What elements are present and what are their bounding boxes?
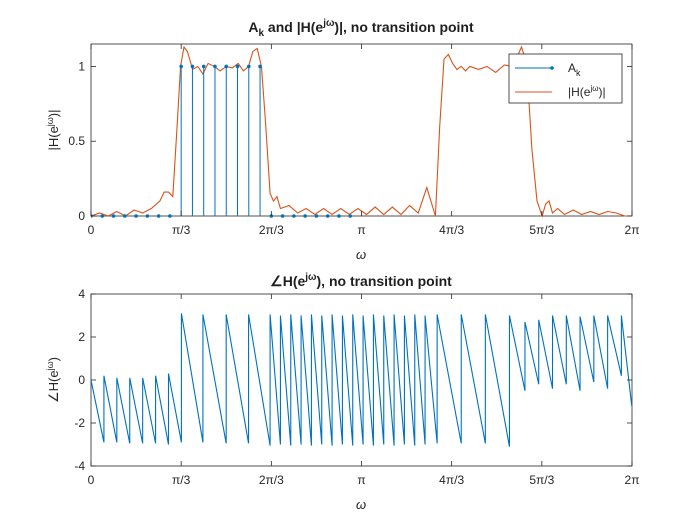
magnitude-ticks: 0 π/3 2π/3 π 4π/3 5π/3 2π 0 0.5 1	[68, 44, 639, 237]
stem-marker	[224, 64, 229, 69]
x-tick-label: 0	[88, 223, 95, 237]
stem-marker	[201, 64, 206, 69]
phase-ticks: 0 π/3 2π/3 π 4π/3 5π/3 2π -4 -2 0 2 4	[74, 287, 639, 487]
stem-marker	[134, 214, 138, 218]
stem-marker	[280, 214, 285, 218]
stem-marker	[337, 214, 341, 218]
stem-marker	[168, 214, 172, 218]
stem-marker	[123, 214, 127, 218]
plot-clip-group	[91, 313, 632, 447]
legend-ak-marker	[550, 66, 554, 70]
x-tick-label: π	[357, 223, 365, 237]
y-tick-label: 2	[78, 330, 85, 344]
magnitude-axes: Ak and |H(ejω)|, no transition point 0 π/…	[45, 18, 639, 262]
stem-marker	[325, 214, 330, 218]
x-tick-label: 2π/3	[259, 473, 284, 487]
x-tick-label: 4π/3	[439, 223, 464, 237]
y-tick-label: -2	[74, 416, 85, 430]
phase-axes: ∠H(ejω), no transition point 0 π/3 2π/3 π 4π…	[45, 272, 639, 512]
x-tick-label: 4π/3	[439, 473, 464, 487]
phase-data-marks	[91, 313, 632, 447]
x-tick-label: 2π/3	[259, 223, 284, 237]
x-tick-label: π/3	[172, 473, 191, 487]
series-line	[91, 313, 632, 447]
magnitude-data-marks	[91, 45, 632, 218]
y-tick-label: -4	[74, 459, 85, 473]
legend-box	[508, 53, 623, 104]
y-tick-label: 4	[78, 287, 85, 301]
plot-clip-group	[91, 45, 632, 218]
x-tick-label: 0	[88, 473, 95, 487]
series-line	[91, 45, 632, 218]
stem-marker	[179, 64, 183, 69]
stem-marker	[303, 214, 307, 218]
x-tick-label: 2π	[625, 473, 640, 487]
stem-marker	[235, 64, 240, 69]
stem-marker	[145, 214, 150, 218]
stem-marker	[156, 214, 161, 218]
x-tick-label: 2π	[625, 223, 640, 237]
stem-marker	[314, 214, 319, 218]
legend-ak-label: Ak	[568, 61, 581, 78]
x-tick-label: 5π/3	[529, 473, 554, 487]
phase-title: ∠H(ejω), no transition point	[270, 272, 452, 289]
stem-marker	[292, 214, 296, 218]
legend-h-label: |H(ejω)|	[568, 84, 606, 99]
stem-marker	[111, 214, 116, 218]
y-tick-label: 0.5	[68, 134, 85, 148]
magnitude-xlabel: ω	[356, 247, 366, 262]
x-tick-label: π/3	[172, 223, 191, 237]
y-tick-label: 0	[78, 373, 85, 387]
x-tick-label: π	[357, 473, 365, 487]
phase-xlabel: ω	[356, 497, 366, 512]
stem-marker	[258, 64, 262, 69]
x-tick-label: 5π/3	[529, 223, 554, 237]
stem-marker	[213, 64, 217, 69]
magnitude-legend: Ak |H(ejω)|	[508, 53, 623, 104]
stem-marker	[348, 214, 353, 218]
magnitude-ylabel: |H(ejω)|	[45, 109, 61, 150]
stem-marker	[190, 64, 195, 69]
y-tick-label: 0	[78, 209, 85, 223]
y-tick-label: 1	[78, 59, 85, 73]
phase-ylabel: ∠H(ejω)	[45, 357, 61, 403]
magnitude-title: Ak and |H(ejω)|, no transition point	[248, 18, 474, 39]
stem-marker	[246, 64, 251, 69]
stem-marker	[100, 214, 105, 218]
